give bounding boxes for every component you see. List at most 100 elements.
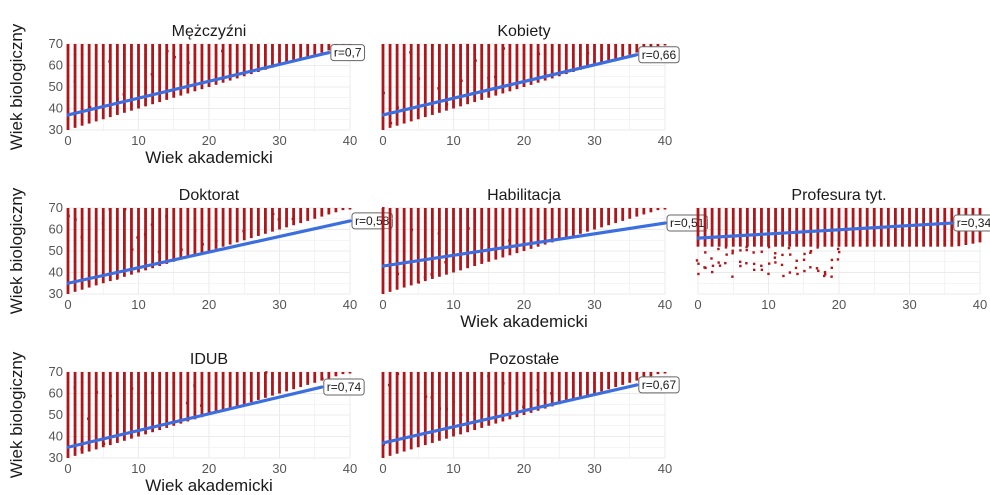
point-column (207, 208, 211, 251)
point-column (452, 44, 455, 109)
point-column (809, 208, 813, 247)
outlier-point (445, 407, 448, 411)
panel-7: r=0,67 Pozostałe 0 10 20 30 40 (379, 351, 680, 476)
x-tick-label: 0 (379, 297, 386, 312)
outlier-point (704, 251, 707, 254)
x-tick-label: 30 (272, 297, 286, 312)
outlier-point (94, 259, 98, 262)
point-column (123, 208, 126, 277)
point-column (522, 44, 526, 87)
outlier-point (299, 50, 303, 53)
point-column (101, 208, 105, 284)
point-column (550, 208, 554, 243)
data-points (66, 371, 352, 458)
outlier-point (802, 258, 806, 261)
outlier-point (291, 217, 295, 221)
outlier-point (123, 422, 126, 425)
outlier-point (745, 248, 748, 252)
outlier-point (830, 258, 834, 262)
point-column (788, 208, 792, 247)
point-column (480, 372, 484, 428)
point-column (299, 372, 303, 388)
outlier-point (452, 400, 455, 404)
outlier-point (830, 266, 834, 270)
point-column (320, 44, 324, 53)
outlier-point (144, 392, 147, 395)
point-column (430, 208, 434, 279)
point-column (416, 372, 420, 448)
outlier-point (795, 259, 798, 262)
correlation-text: r=0,66 (642, 48, 677, 62)
point-column (228, 372, 232, 409)
point-column (87, 372, 91, 452)
point-column (571, 208, 575, 236)
point-column (207, 372, 211, 415)
point-column (487, 44, 491, 98)
point-column (508, 208, 512, 256)
outlier-point (143, 233, 147, 236)
outlier-point (95, 391, 99, 394)
point-column (593, 44, 596, 66)
point-column (586, 372, 589, 396)
outlier-point (767, 245, 771, 249)
point-column (278, 44, 281, 66)
x-tick-label: 40 (343, 297, 357, 312)
outlier-point (193, 229, 197, 232)
correlation-label: r=0,51 (666, 214, 708, 232)
point-column (221, 372, 225, 411)
point-column (557, 44, 561, 77)
panel-title: Profesura tyt. (791, 187, 886, 204)
outlier-point (466, 43, 469, 47)
outlier-point (809, 251, 812, 254)
correlation-text: r=0,67 (642, 378, 677, 392)
point-column (501, 208, 505, 258)
point-column (73, 44, 77, 128)
point-column (466, 208, 469, 269)
point-column (473, 44, 477, 103)
outlier-point (228, 65, 232, 68)
point-column (614, 44, 618, 60)
point-column (543, 208, 547, 245)
point-column (409, 208, 413, 286)
x-tick-label: 10 (761, 297, 775, 312)
point-column (837, 208, 841, 247)
outlier-point (200, 404, 203, 407)
x-tick-label: 40 (658, 461, 672, 476)
point-column (430, 44, 434, 115)
point-column (179, 372, 183, 424)
outlier-point (389, 261, 392, 265)
outlier-point (242, 229, 245, 233)
point-column (621, 208, 625, 221)
point-column (221, 44, 225, 83)
point-column (101, 372, 105, 448)
point-column (123, 372, 126, 441)
panel-6: r=0,74 IDUB 0 10 20 30 40 30 40 50 60 70 Wiek biolog… (7, 351, 365, 495)
point-column (87, 44, 91, 124)
trend-line (696, 221, 954, 240)
point-column (480, 208, 484, 264)
outlier-point (767, 262, 771, 265)
point-column (649, 44, 653, 49)
outlier-point (823, 274, 826, 278)
point-column (593, 372, 596, 394)
y-axis-label: Wiek biologiczny (7, 23, 26, 150)
panel-5: r=0,34 Profesura tyt. 0 10 20 30 40 (694, 187, 990, 312)
point-column (494, 208, 498, 260)
outlier-point (249, 392, 253, 396)
point-column (600, 208, 603, 228)
correlation-label: r=0,34 (953, 214, 990, 232)
point-column (663, 372, 667, 374)
outlier-point (473, 412, 476, 415)
point-column (381, 208, 385, 294)
data-points (66, 44, 352, 130)
data-points (66, 207, 352, 294)
correlation-text: r=0,51 (670, 216, 705, 230)
trend-line (66, 50, 331, 117)
point-column (73, 372, 77, 456)
outlier-point (508, 414, 511, 417)
point-column (179, 44, 183, 96)
panel-title: IDUB (190, 351, 228, 368)
point-column (235, 372, 239, 407)
outlier-point (173, 55, 176, 59)
point-column (830, 208, 834, 247)
